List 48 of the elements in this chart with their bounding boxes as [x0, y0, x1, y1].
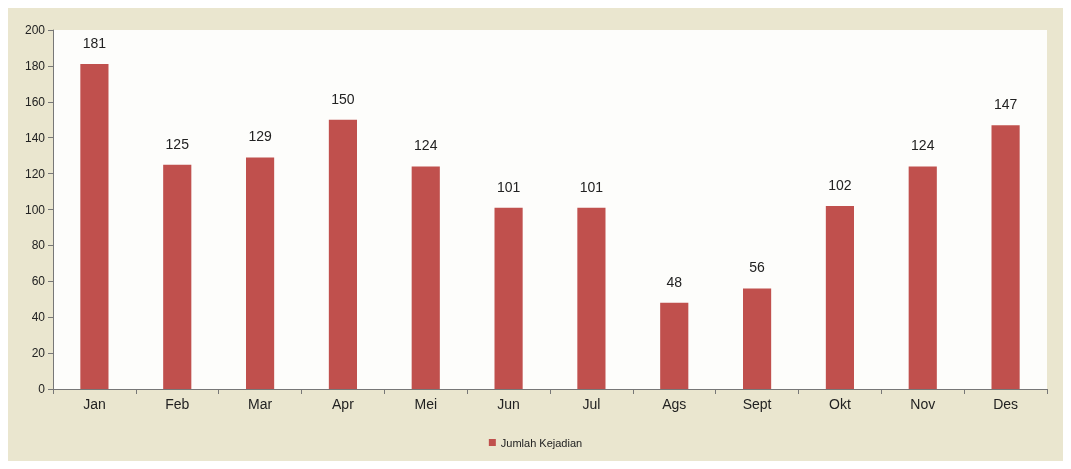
x-tick-label: Sept: [742, 396, 772, 412]
x-tick-label: Jul: [582, 396, 601, 412]
bar: [660, 302, 689, 389]
x-tick-label: Mei: [414, 396, 438, 412]
data-label: 48: [666, 273, 683, 290]
x-tick-label: Jun: [497, 396, 520, 412]
legend-label: Jumlah Kejadian: [500, 436, 583, 449]
data-label: 101: [579, 178, 604, 195]
x-tick-label: Jan: [83, 396, 106, 412]
y-tick-label: 60: [31, 274, 46, 289]
data-label: 101: [496, 178, 521, 195]
data-label: 129: [248, 128, 272, 145]
x-tick-label: Ags: [662, 396, 687, 412]
data-label: 181: [82, 35, 107, 52]
y-tick-label: 180: [24, 58, 46, 73]
y-tick-label: 40: [31, 310, 46, 325]
data-label: 150: [331, 90, 355, 107]
data-label: 124: [911, 137, 935, 154]
y-tick-label: 140: [24, 130, 46, 145]
x-tick-label: Des: [993, 396, 1019, 412]
bar: [80, 64, 109, 389]
bar: [825, 205, 854, 389]
bar: [411, 166, 440, 389]
bar: [163, 164, 192, 389]
x-tick-label: Feb: [165, 396, 190, 412]
bar: [908, 166, 937, 389]
data-label: 125: [165, 135, 190, 152]
x-tick-label: Mar: [248, 396, 273, 412]
x-tick-label: Nov: [910, 396, 936, 412]
bar: [328, 119, 357, 389]
y-tick-label: 80: [31, 238, 46, 253]
data-label: 56: [749, 259, 766, 276]
bar: [991, 125, 1020, 389]
y-tick-label: 120: [24, 166, 46, 181]
data-label: 147: [993, 96, 1018, 113]
y-tick-label: 160: [24, 94, 46, 109]
bar: [743, 288, 772, 389]
y-tick-label: 100: [24, 202, 46, 217]
bar: [577, 207, 606, 389]
data-label: 102: [828, 176, 852, 193]
bar: [494, 207, 523, 389]
y-tick-label: 0: [38, 382, 46, 396]
y-tick-label: 200: [24, 23, 46, 37]
bar: [246, 157, 275, 389]
data-label: 124: [414, 137, 438, 154]
y-tick-label: 20: [31, 346, 46, 361]
x-tick-label: Apr: [332, 396, 355, 412]
x-tick-label: Okt: [829, 396, 851, 412]
